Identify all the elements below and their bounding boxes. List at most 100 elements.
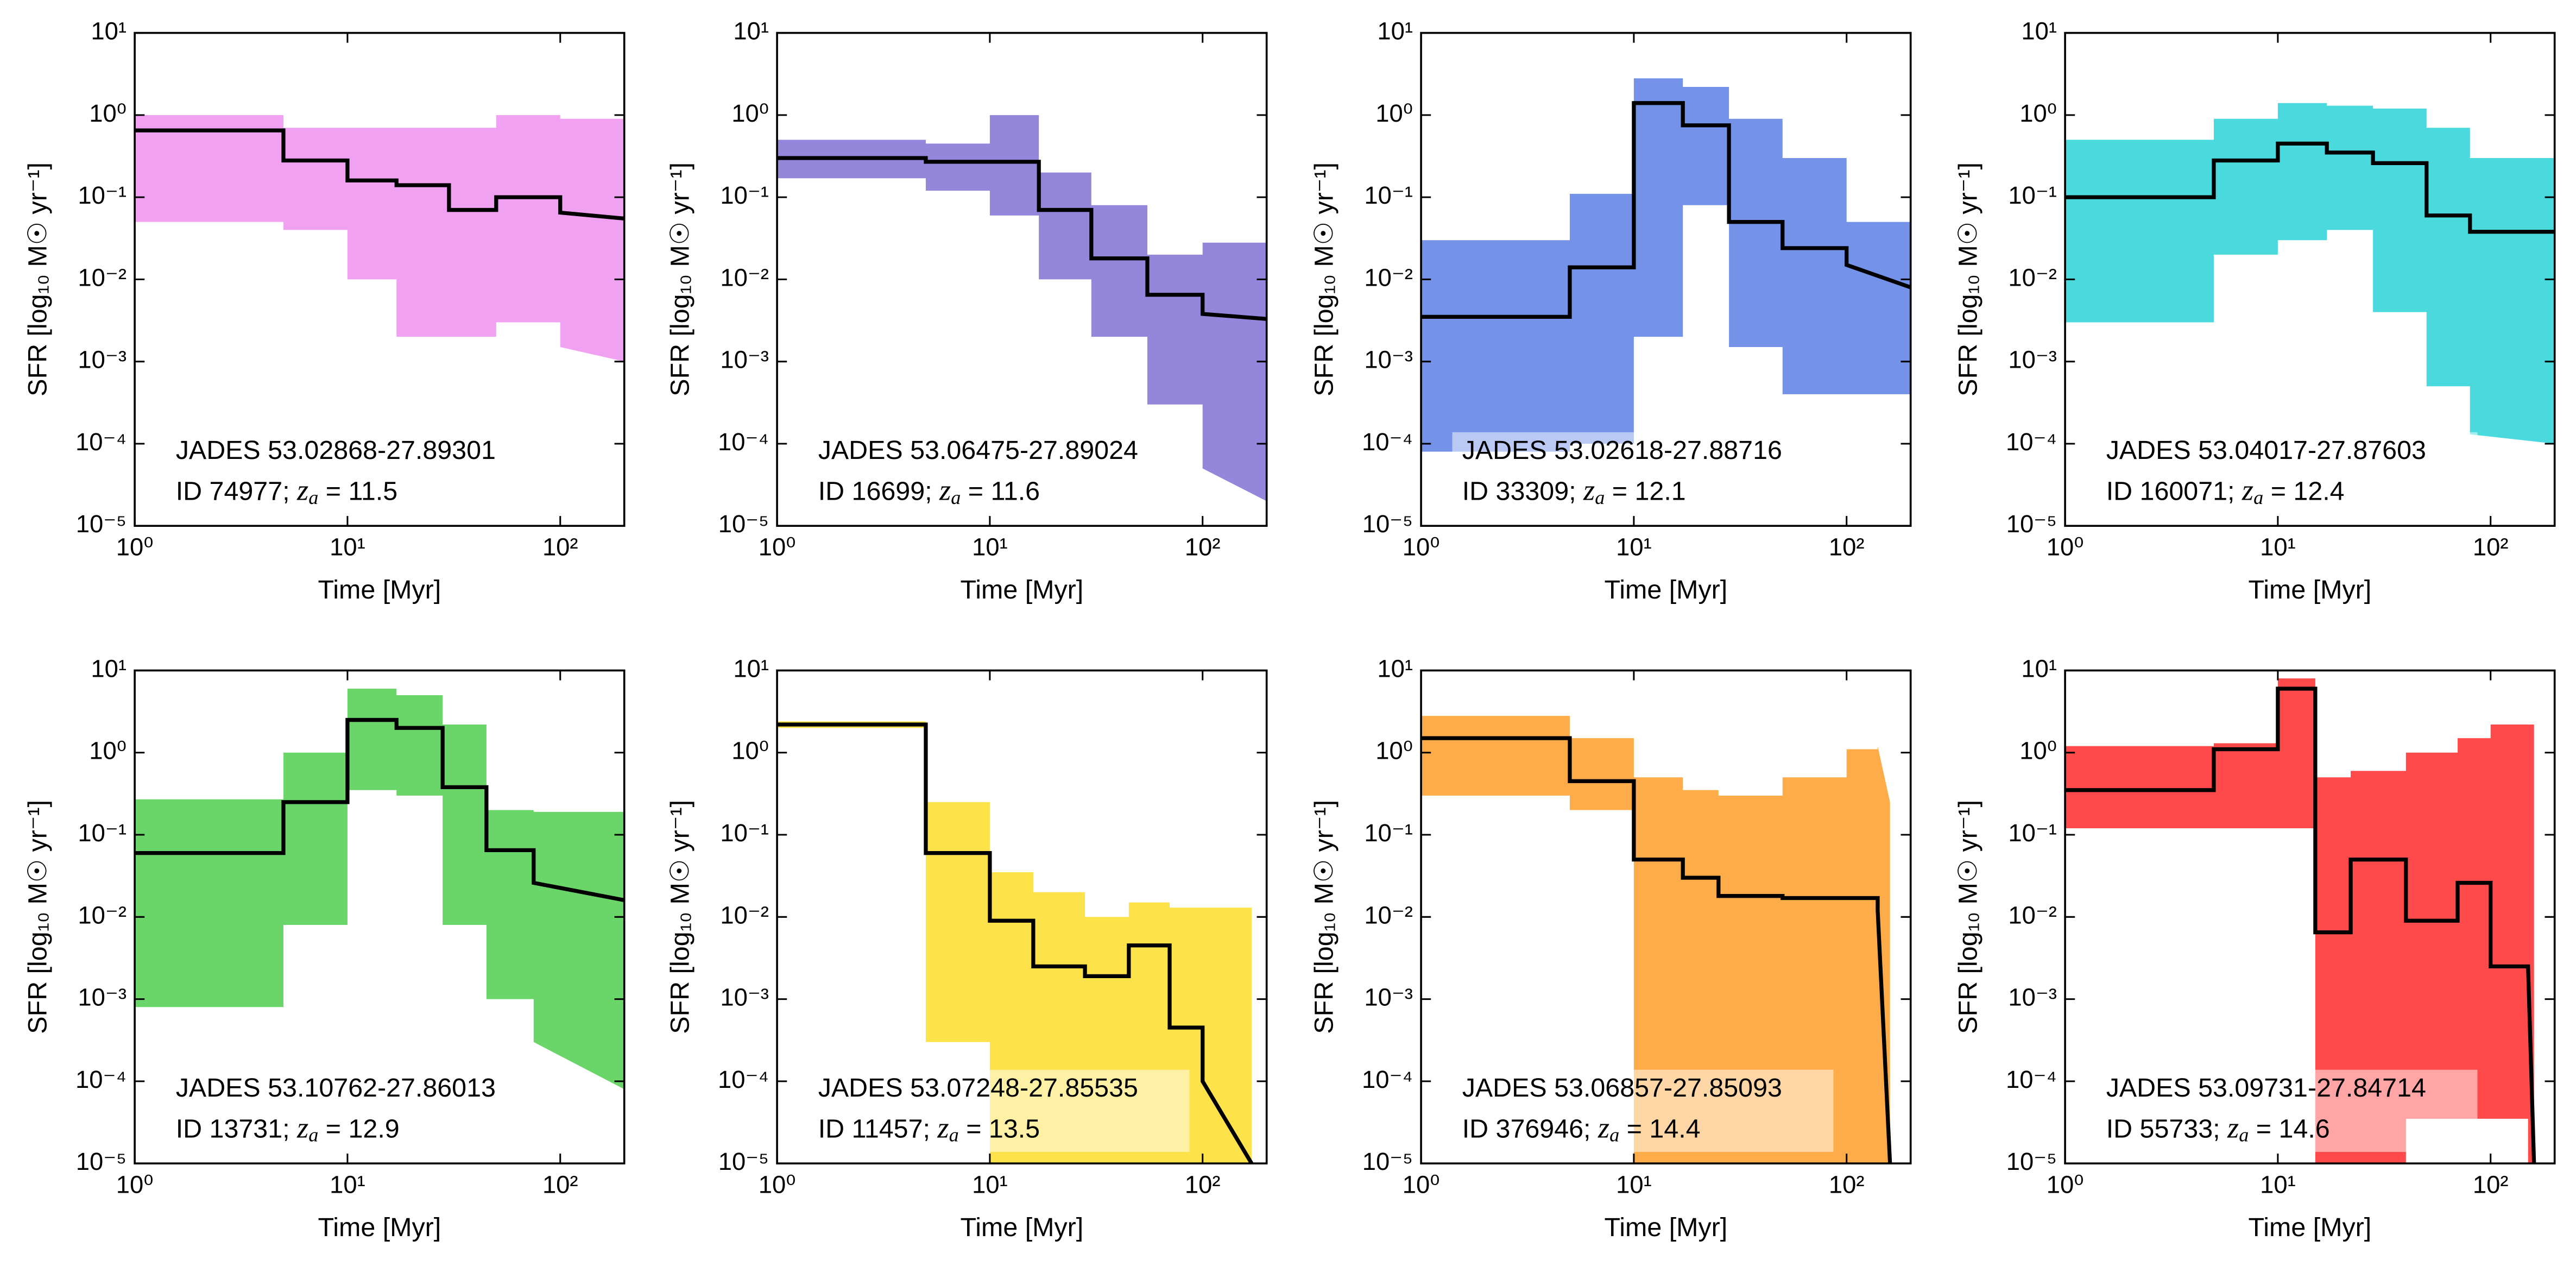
y-tick-label: 10⁻¹ — [78, 819, 127, 847]
x-tick-label: 10² — [2473, 533, 2509, 561]
z-symbol: z — [1598, 1111, 1609, 1144]
z-sub: a — [1609, 1124, 1619, 1146]
x-tick-label: 10² — [542, 1170, 578, 1198]
y-tick-label: 10⁻² — [78, 901, 127, 929]
z-symbol: z — [2227, 1111, 2239, 1144]
z-value: 14.6 — [2279, 1114, 2330, 1143]
z-value: 12.1 — [1635, 477, 1686, 506]
z-value: 14.4 — [1649, 1114, 1700, 1143]
y-tick-label: 10⁻⁵ — [1362, 1148, 1413, 1175]
x-tick-label: 10¹ — [972, 1170, 1008, 1198]
y-tick-label: 10⁻⁴ — [75, 428, 127, 456]
y-tick-label: 10⁻³ — [2008, 346, 2057, 374]
y-axis-label: SFR [log₁₀ M☉ yr⁻¹] — [1953, 162, 1982, 396]
x-tick-label: 10¹ — [972, 533, 1008, 561]
y-tick-label: 10⁻³ — [1364, 984, 1413, 1011]
panel: 10⁻⁵ 10⁻⁴ 10⁻³ 10⁻² 10⁻¹ 10⁰ 10¹ 10⁰ 10¹ 10² Time … — [23, 17, 626, 604]
median-line — [777, 722, 1254, 1164]
y-tick-label: 10⁰ — [2019, 99, 2057, 127]
y-tick-label: 10⁻² — [720, 901, 769, 929]
y-tick-label: 10⁰ — [1375, 737, 1413, 765]
median-line — [1421, 736, 1892, 1164]
annotation-id: ID 55733; za = 14.6 — [2106, 1111, 2330, 1146]
z-sub: a — [2253, 487, 2263, 508]
y-tick-label: 10⁻² — [1364, 901, 1413, 929]
annotation-box — [1452, 1069, 1834, 1152]
y-tick-label: 10⁻¹ — [1364, 181, 1413, 209]
panel: 10⁻⁵ 10⁻⁴ 10⁻³ 10⁻² 10⁻¹ 10⁰ 10¹ 10⁰ 10¹ 10² Time … — [1309, 654, 1912, 1242]
x-tick-label: 10⁰ — [1403, 533, 1440, 561]
y-tick-label: 10⁻⁴ — [718, 1066, 769, 1093]
y-tick-label: 10⁻⁴ — [1362, 1066, 1413, 1093]
y-tick-label: 10⁻⁴ — [718, 428, 769, 456]
x-axis-label: Time [Myr] — [2249, 1213, 2372, 1242]
x-tick-label: 10¹ — [330, 533, 365, 561]
y-tick-label: 10¹ — [2021, 654, 2057, 682]
annotation-name: JADES 53.07248-27.85535 — [818, 1073, 1138, 1103]
z-sub: a — [2239, 1124, 2249, 1146]
z-symbol: z — [2242, 473, 2253, 506]
y-tick-label: 10⁻¹ — [720, 181, 769, 209]
y-tick-label: 10¹ — [91, 654, 127, 682]
y-axis-label: SFR [log₁₀ M☉ yr⁻¹] — [23, 162, 52, 396]
z-symbol: z — [939, 473, 951, 506]
uncertainty-band — [135, 689, 624, 1089]
panel: 10⁻⁵ 10⁻⁴ 10⁻³ 10⁻² 10⁻¹ 10⁰ 10¹ 10⁰ 10¹ 10² Time … — [23, 654, 626, 1242]
y-tick-label: 10⁻² — [2008, 263, 2057, 291]
y-tick-label: 10⁰ — [89, 737, 127, 765]
annotation-id: ID 16699; za = 11.6 — [818, 473, 1040, 508]
y-tick-label: 10⁻⁴ — [2006, 1066, 2057, 1093]
median-line — [135, 128, 624, 221]
z-sign: = — [2263, 477, 2293, 506]
x-tick-label: 10¹ — [2260, 1170, 2296, 1198]
y-tick-label: 10⁻² — [720, 263, 769, 291]
y-tick-label: 10⁰ — [731, 737, 769, 765]
annotation-id: ID 13731; za = 12.9 — [176, 1111, 400, 1146]
y-tick-label: 10⁻¹ — [720, 819, 769, 847]
uncertainty-band — [2065, 678, 2534, 1164]
annotation-box — [2096, 1069, 2478, 1152]
annotation-box — [808, 432, 1190, 515]
x-axis-label: Time [Myr] — [1605, 575, 1728, 604]
annotation-name: JADES 53.09731-27.84714 — [2106, 1073, 2426, 1103]
panel: 10⁻⁵ 10⁻⁴ 10⁻³ 10⁻² 10⁻¹ 10⁰ 10¹ 10⁰ 10¹ 10² Time … — [665, 17, 1268, 604]
z-value: 12.9 — [349, 1114, 400, 1143]
annotation-name: JADES 53.02868-27.89301 — [176, 436, 496, 465]
annotation-id: ID 11457; za = 13.5 — [818, 1111, 1040, 1146]
z-sub: a — [1595, 487, 1605, 508]
y-tick-label: 10¹ — [2021, 17, 2057, 45]
y-tick-label: 10⁻² — [1364, 263, 1413, 291]
id-text: ID 16699; — [818, 477, 939, 506]
z-sign: = — [1619, 1114, 1649, 1143]
y-tick-label: 10¹ — [91, 17, 127, 45]
x-tick-label: 10¹ — [2260, 533, 2296, 561]
z-sign: = — [1605, 477, 1634, 506]
annotation-name: JADES 53.06475-27.89024 — [818, 436, 1138, 465]
panel: 10⁻⁵ 10⁻⁴ 10⁻³ 10⁻² 10⁻¹ 10⁰ 10¹ 10⁰ 10¹ 10² Time … — [1953, 654, 2556, 1242]
id-text: ID 376946; — [1462, 1114, 1598, 1143]
uncertainty-band — [2065, 103, 2555, 444]
y-tick-label: 10⁻⁵ — [1362, 510, 1413, 538]
median-line — [2065, 686, 2536, 1164]
z-value: 11.5 — [349, 477, 398, 506]
x-tick-label: 10⁰ — [1403, 1170, 1440, 1198]
x-axis-label: Time [Myr] — [1605, 1213, 1728, 1242]
x-tick-label: 10² — [1185, 533, 1221, 561]
panel: 10⁻⁵ 10⁻⁴ 10⁻³ 10⁻² 10⁻¹ 10⁰ 10¹ 10⁰ 10¹ 10² Time … — [1309, 17, 1912, 604]
uncertainty-band — [1421, 78, 1911, 452]
y-tick-label: 10⁻¹ — [1364, 819, 1413, 847]
z-sub: a — [951, 487, 961, 508]
y-tick-label: 10⁻⁴ — [75, 1066, 127, 1093]
id-text: ID 11457; — [818, 1114, 938, 1143]
z-sub: a — [308, 487, 318, 508]
y-tick-label: 10⁻³ — [78, 346, 127, 374]
panel: 10⁻⁵ 10⁻⁴ 10⁻³ 10⁻² 10⁻¹ 10⁰ 10¹ 10⁰ 10¹ 10² Time … — [1953, 17, 2556, 604]
id-text: ID 160071; — [2106, 477, 2242, 506]
y-tick-label: 10⁻⁵ — [718, 510, 769, 538]
z-value: 11.6 — [991, 477, 1040, 506]
y-tick-label: 10⁰ — [2019, 737, 2057, 765]
x-tick-label: 10² — [542, 533, 578, 561]
x-tick-label: 10⁰ — [759, 1170, 796, 1198]
y-tick-label: 10⁻⁵ — [718, 1148, 769, 1175]
